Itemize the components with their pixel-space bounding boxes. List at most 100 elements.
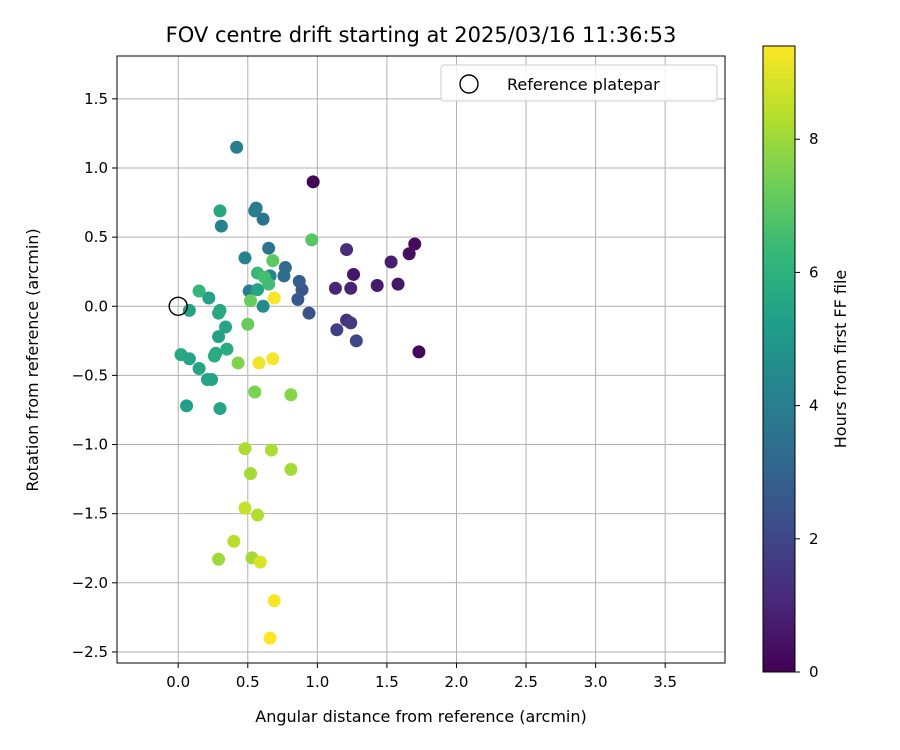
scatter-point	[263, 631, 277, 645]
scatter-point	[344, 281, 358, 295]
scatter-point	[328, 281, 342, 295]
x-axis-label: Angular distance from reference (arcmin)	[255, 707, 586, 726]
scatter-point	[213, 204, 227, 218]
scatter-point	[330, 323, 344, 337]
scatter-point	[267, 594, 281, 608]
scatter-point	[212, 330, 226, 344]
scatter-point	[284, 388, 298, 402]
legend-box	[440, 64, 718, 102]
scatter-point	[256, 299, 270, 313]
colorbar-gradient	[762, 45, 796, 673]
scatter-point	[264, 443, 278, 457]
colorbar-tick-label: 6	[809, 263, 819, 281]
y-tick-label: 1.5	[84, 90, 108, 108]
x-tick-label: 2.0	[445, 673, 469, 691]
scatter-point	[284, 462, 298, 476]
scatter-point	[412, 345, 426, 359]
y-tick-label: 0.5	[84, 228, 108, 246]
colorbar-label: Hours from first FF file	[831, 270, 850, 449]
scatter-point	[180, 399, 194, 413]
scatter-point	[238, 501, 252, 515]
scatter-point	[182, 352, 196, 366]
scatter-point	[230, 140, 244, 154]
scatter-point	[267, 291, 281, 305]
scatter-point	[238, 251, 252, 265]
scatter-point	[306, 175, 320, 189]
scatter-point	[344, 316, 358, 330]
scatter-point	[227, 534, 241, 548]
scatter-point	[277, 269, 291, 283]
scatter-point	[340, 243, 354, 257]
x-tick-label: 1.5	[375, 673, 399, 691]
scatter-point	[384, 255, 398, 269]
scatter-point	[266, 254, 280, 268]
y-axis-ticks: 1.5 1.0 0.5 0.0 −0.5 −1.0 −1.5 −2.0 −2.5	[72, 90, 117, 661]
scatter-point	[192, 361, 206, 375]
x-tick-label: 3.0	[584, 673, 608, 691]
data-points	[174, 140, 426, 645]
scatter-point	[213, 402, 227, 416]
scatter-point	[248, 385, 262, 399]
scatter-point	[262, 277, 276, 291]
y-tick-label: −2.5	[72, 643, 108, 661]
grid-lines	[117, 56, 725, 663]
scatter-point	[262, 241, 276, 255]
scatter-point	[402, 247, 416, 261]
x-tick-label: 0.0	[166, 673, 190, 691]
scatter-point	[212, 306, 226, 320]
scatter-point	[231, 356, 245, 370]
scatter-point	[252, 356, 266, 370]
scatter-point	[248, 204, 262, 218]
y-tick-label: −1.5	[72, 505, 108, 523]
y-tick-label: 1.0	[84, 159, 108, 177]
x-tick-label: 0.5	[236, 673, 260, 691]
scatter-point	[253, 555, 267, 569]
scatter-point	[244, 467, 258, 481]
scatter-point	[391, 277, 405, 291]
scatter-point	[370, 279, 384, 293]
plot-frame	[116, 55, 726, 664]
scatter-point	[408, 237, 422, 251]
scatter-point	[244, 294, 258, 308]
scatter-point	[302, 306, 316, 320]
scatter-point	[291, 292, 305, 306]
chart-title: FOV centre drift starting at 2025/03/16 …	[166, 23, 677, 47]
colorbar-tick-label: 0	[809, 663, 819, 681]
y-tick-label: −0.5	[72, 366, 108, 384]
x-tick-label: 3.5	[653, 673, 677, 691]
y-tick-label: −1.0	[72, 436, 108, 454]
scatter-point	[305, 233, 319, 247]
scatter-point	[214, 219, 228, 233]
colorbar-tick-label: 4	[809, 397, 819, 415]
scatter-point	[241, 317, 255, 331]
legend-marker	[459, 74, 479, 94]
scatter-point	[202, 291, 216, 305]
scatter-point	[266, 352, 280, 366]
scatter-point	[347, 267, 361, 281]
colorbar-ticks: 0 2 4 6 8	[795, 130, 819, 681]
scatter-point	[251, 283, 265, 297]
scatter-point	[192, 284, 206, 298]
scatter-point	[238, 442, 252, 456]
colorbar-tick-label: 8	[809, 130, 819, 148]
scatter-point	[349, 334, 363, 348]
y-axis-label: Rotation from reference (arcmin)	[23, 228, 42, 491]
scatter-point	[292, 274, 306, 288]
colorbar: 0 2 4 6 8 Hours from first FF file	[762, 45, 850, 681]
legend: Reference platepar	[440, 64, 718, 102]
scatter-point	[256, 212, 270, 226]
scatter-point	[251, 508, 265, 522]
scatter-point	[220, 342, 234, 356]
reference-marker	[168, 296, 188, 316]
colorbar-tick-label: 2	[809, 530, 819, 548]
x-tick-label: 2.5	[514, 673, 538, 691]
scatter-point	[207, 349, 221, 363]
y-tick-label: 0.0	[84, 297, 108, 315]
x-axis-ticks: 0.0 0.5 1.0 1.5 2.0 2.5 3.0 3.5	[166, 663, 677, 691]
legend-label: Reference platepar	[507, 75, 660, 94]
scatter-point	[219, 320, 233, 334]
y-tick-label: −2.0	[72, 574, 108, 592]
scatter-point	[212, 552, 226, 566]
scatter-point	[205, 373, 219, 387]
